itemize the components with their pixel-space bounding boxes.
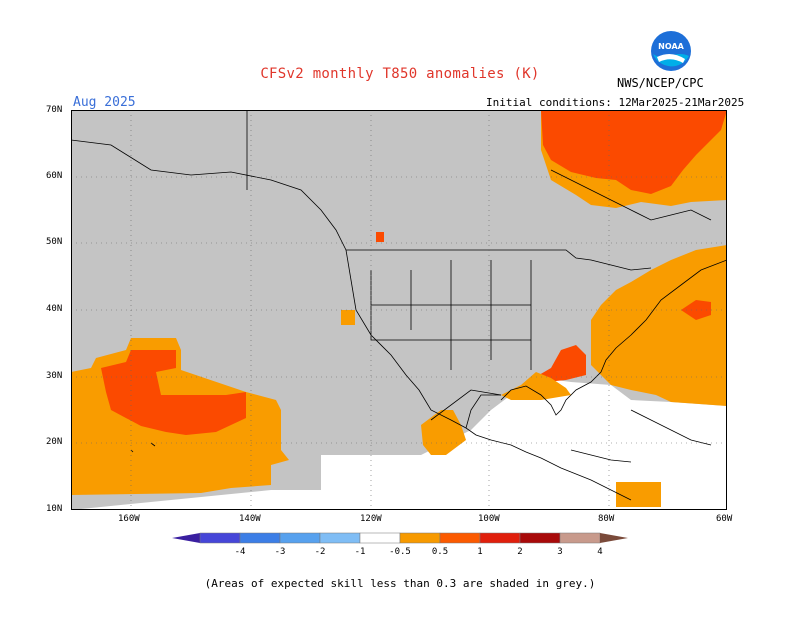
- lon-label-120w: 120W: [360, 514, 382, 524]
- colorbar-arrow-low: [172, 533, 200, 543]
- northeast-strong-warm-anomaly: [541, 110, 727, 194]
- colorbar-label: 1: [477, 547, 482, 557]
- colorbar-label: 4: [597, 547, 602, 557]
- colorbar-swatch: [279, 532, 321, 544]
- lon-label-80w: 80W: [598, 514, 615, 524]
- lat-label-60n: 60N: [46, 171, 63, 181]
- colorbar-swatch: [199, 532, 241, 544]
- atlantic-warm-anomaly: [591, 245, 727, 406]
- colorbar-swatch: [399, 532, 441, 544]
- colorbar-label: -3: [275, 547, 286, 557]
- lat-label-10n: 10N: [46, 504, 63, 514]
- caribbean-warm-patch: [616, 482, 661, 507]
- colorbar-label: -2: [315, 547, 326, 557]
- southeast-strong-warm-anomaly: [539, 345, 586, 382]
- colorbar-label: 2: [517, 547, 522, 557]
- mexico-warm-anomaly: [421, 410, 466, 455]
- colorbar-swatch: [519, 532, 561, 544]
- lat-label-20n: 20N: [46, 437, 63, 447]
- pacific-strong-warm-anomaly: [101, 350, 246, 435]
- colorbar-label: -0.5: [389, 547, 411, 557]
- unmasked-tropics-region: [71, 378, 727, 510]
- agency-label: NWS/NCEP/CPC: [617, 76, 704, 90]
- lat-label-50n: 50N: [46, 237, 63, 247]
- colorbar-swatch: [439, 532, 481, 544]
- lat-label-30n: 30N: [46, 371, 63, 381]
- initial-conditions: Initial conditions: 12Mar2025-21Mar2025: [486, 96, 745, 109]
- colorbar: -4 -3 -2 -1 -0.5 0.5 1 2 3 4: [172, 532, 628, 557]
- colorbar-label: -1: [355, 547, 366, 557]
- colorbar-swatch: [239, 532, 281, 544]
- colorbar-swatch: [479, 532, 521, 544]
- colorbar-swatch: [359, 532, 401, 544]
- graticule: [71, 110, 727, 510]
- map-frame: [71, 110, 727, 510]
- southeast-warm-anomaly: [501, 372, 571, 400]
- lon-label-160w: 160W: [118, 514, 140, 524]
- coastlines: [71, 110, 727, 501]
- colorbar-label: 0.5: [432, 547, 448, 557]
- lon-label-100w: 100W: [478, 514, 500, 524]
- lat-label-70n: 70N: [46, 105, 63, 115]
- colorbar-swatch: [319, 532, 361, 544]
- lon-label-60w: 60W: [716, 514, 733, 524]
- colorbar-swatch: [559, 532, 601, 544]
- colorbar-label: 3: [557, 547, 562, 557]
- logo-text: NOAA: [658, 42, 684, 51]
- noaa-logo-icon: NOAA: [651, 31, 691, 71]
- california-warm-patch: [341, 310, 355, 325]
- skill-note: (Areas of expected skill less than 0.3 a…: [204, 577, 596, 590]
- colorbar-label: -4: [235, 547, 246, 557]
- anomaly-map: [71, 110, 727, 510]
- lon-label-140w: 140W: [239, 514, 261, 524]
- map-title: CFSv2 monthly T850 anomalies (K): [260, 66, 540, 82]
- lat-label-40n: 40N: [46, 304, 63, 314]
- bc-warm-patch: [376, 232, 384, 242]
- forecast-month: Aug 2025: [73, 95, 136, 110]
- colorbar-arrow-high: [600, 533, 628, 543]
